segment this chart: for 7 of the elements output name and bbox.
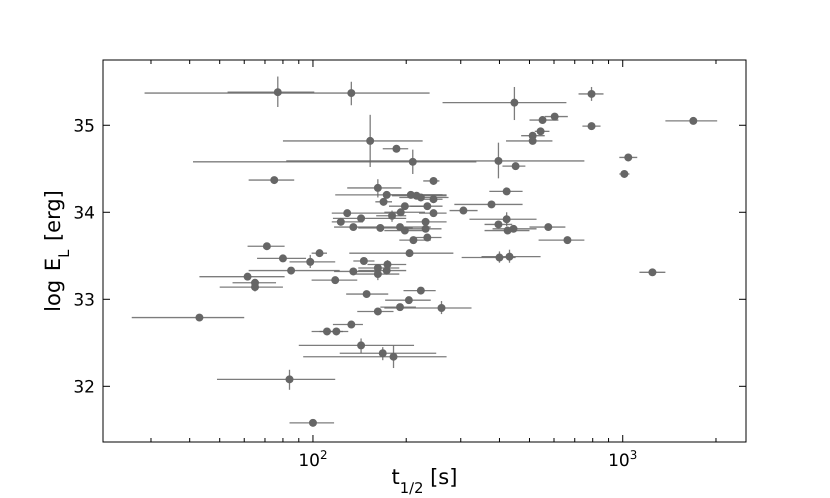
x-tick-label: 10$^{2}$ bbox=[298, 448, 328, 471]
y-tick-label: 34 bbox=[73, 203, 95, 224]
y-tick-label: 35 bbox=[73, 116, 95, 136]
x-axis-title: t$_{1/2}$ [s] bbox=[392, 465, 458, 496]
y-tick-label: 32 bbox=[73, 377, 95, 398]
x-tick-label: 10$^{3}$ bbox=[608, 448, 638, 471]
y-tick-label: 33 bbox=[73, 290, 95, 310]
